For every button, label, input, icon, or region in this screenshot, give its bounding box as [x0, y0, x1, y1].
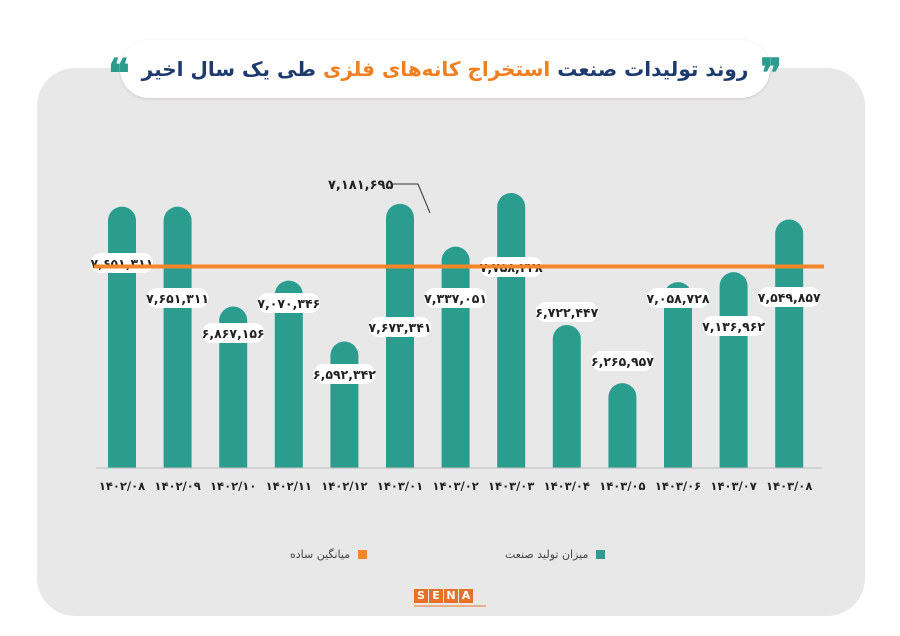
x-tick-label: ۱۴۰۳/۰۶ [655, 479, 701, 493]
average-callout-leader [392, 183, 431, 214]
quote-open-icon: ❝ [108, 50, 130, 97]
bar [664, 282, 692, 482]
bar [108, 206, 136, 482]
average-label: ۷,۱۸۱,۶۹۵ [328, 178, 393, 193]
title-part-1: روند تولیدات صنعت [557, 57, 749, 81]
x-tick-label: ۱۴۰۳/۰۷ [710, 479, 756, 493]
title-part-2: استخراج کانه‌های فلزی [322, 57, 551, 81]
bar [386, 203, 414, 483]
x-tick-label: ۱۴۰۳/۰۸ [766, 479, 812, 493]
bar [719, 272, 748, 482]
bar [608, 383, 637, 482]
x-tick-label: ۱۴۰۳/۰۴ [544, 479, 590, 493]
data-label: ۶,۲۶۵,۹۵۷ [591, 354, 654, 369]
bar [775, 219, 804, 483]
logo-letter: N [444, 589, 458, 603]
data-label-bg [369, 317, 431, 337]
data-label: ۶,۸۶۷,۱۵۶ [202, 326, 265, 341]
x-tick-label: ۱۴۰۲/۰۸ [99, 479, 145, 493]
bar-base-mask [96, 468, 822, 484]
chart-title: روند تولیدات صنعت استخراج کانه‌های فلزی … [142, 57, 749, 81]
data-label-bg [202, 323, 265, 343]
data-label-bg [424, 288, 487, 308]
data-label: ۷,۶۷۳,۳۴۱ [369, 320, 432, 335]
logo-underline [414, 605, 486, 607]
data-label: ۶,۷۲۲,۴۴۷ [535, 305, 598, 320]
quote-close-icon: ❞ [760, 50, 782, 97]
title-part-3: طی یک سال اخیر [141, 57, 317, 81]
bar [441, 246, 470, 482]
data-label: ۷,۰۷۰,۳۴۶ [257, 296, 320, 311]
bar [219, 306, 248, 482]
x-tick-label: ۱۴۰۳/۰۱ [377, 479, 423, 493]
bar [330, 341, 359, 482]
logo-letter: A [459, 589, 473, 603]
data-label: ۷,۵۴۹,۸۵۷ [758, 290, 821, 305]
data-label: ۷,۶۵۱,۳۱۱ [91, 256, 154, 271]
x-tick-label: ۱۴۰۳/۰۲ [432, 479, 478, 493]
data-label: ۶,۵۹۲,۳۴۲ [313, 367, 376, 382]
legend-label-production: میزان تولید صنعت [505, 548, 589, 561]
data-label: ۷,۳۳۷,۰۵۱ [424, 291, 487, 306]
logo-letter: E [429, 589, 443, 603]
x-tick-label: ۱۴۰۲/۱۱ [266, 479, 312, 493]
data-label: ۷,۰۵۸,۷۲۸ [647, 291, 710, 306]
data-label: ۷,۶۵۱,۳۱۱ [146, 291, 209, 306]
data-label: ۷,۱۳۶,۹۶۲ [702, 319, 765, 334]
x-tick-label: ۱۴۰۳/۰۵ [599, 479, 645, 493]
x-tick-label: ۱۴۰۲/۱۲ [321, 479, 367, 493]
bar [552, 324, 581, 482]
legend-swatch-production [596, 550, 606, 559]
data-label-bg [535, 302, 598, 322]
legend-label-average: میانگین ساده [290, 548, 351, 561]
legend-item-average: میانگین ساده [290, 548, 368, 561]
x-tick-label: ۱۴۰۲/۰۹ [154, 479, 200, 493]
bar [274, 280, 303, 482]
legend-item-production: میزان تولید صنعت [505, 548, 606, 561]
x-tick-label: ۱۴۰۳/۰۳ [488, 479, 534, 493]
data-label-bg [591, 351, 654, 371]
sena-logo: S E N A [414, 589, 474, 603]
data-label-bg [257, 293, 320, 313]
data-label-bg [313, 364, 376, 384]
logo-letter: S [414, 589, 428, 603]
bar [497, 193, 526, 482]
data-label-bg [647, 288, 709, 308]
data-label-bg [758, 287, 821, 307]
title-banner: ❝ روند تولیدات صنعت استخراج کانه‌های فلز… [108, 40, 782, 98]
data-label-bg [702, 316, 765, 336]
bar [163, 206, 192, 482]
legend-swatch-average [358, 550, 368, 559]
x-tick-label: ۱۴۰۲/۱۰ [210, 479, 256, 493]
data-label-bg [146, 288, 209, 308]
